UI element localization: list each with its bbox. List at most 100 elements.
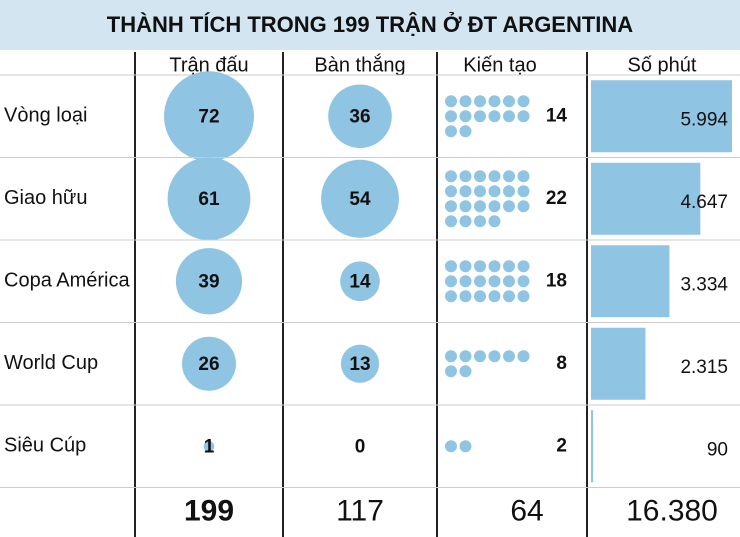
bubble-value: 26 [198,354,219,375]
assists-value: 2 [556,435,567,456]
total-minutes: 16.380 [626,494,718,527]
assist-dots [445,170,530,228]
assist-dot [474,350,486,363]
assist-dot [503,110,515,123]
assist-dot [488,200,501,213]
minutes-bar [591,162,701,235]
total-matches: 199 [184,494,234,527]
row-label: World Cup [4,352,98,374]
row-label: Vòng loại [4,105,87,127]
assist-dot [474,275,486,288]
title: THÀNH TÍCH TRONG 199 TRẬN Ở ĐT ARGENTINA [107,12,634,37]
assist-dot [488,275,501,288]
assist-dot [503,200,515,213]
assist-dot [474,95,486,108]
assist-dot [517,185,530,198]
bubble-value: 36 [349,106,370,127]
assist-dot [459,200,472,213]
assist-dot [503,275,515,288]
assist-dot [445,170,457,183]
assist-dot [459,170,472,183]
assist-dot [488,110,501,123]
bubble [328,84,392,149]
assist-dot [459,110,472,123]
bubble-value: 39 [198,271,219,292]
minutes-value: 90 [707,439,728,460]
minutes-value: 5.994 [680,109,728,130]
assist-dot [517,110,530,123]
assist-dot [459,440,472,453]
assist-dot [488,215,501,228]
row-label: Giao hữu [4,187,87,209]
assist-dot [503,95,515,108]
assist-dot [517,170,530,183]
assist-dot [488,290,501,303]
assist-dot [445,440,457,453]
assist-dot [517,200,530,213]
assist-dot [459,125,472,138]
assist-dot [445,110,457,123]
assist-dot [517,350,530,363]
minutes-bar [591,410,594,483]
assist-dot [445,215,457,228]
assist-dot [488,185,501,198]
minutes-bar [591,327,646,400]
assist-dot [503,350,515,363]
assist-dot [488,95,501,108]
bubble [340,344,380,383]
minutes-value: 2.315 [680,357,728,378]
assist-dot [459,260,472,273]
assist-dot [503,260,515,273]
bubble-value: 1 [204,436,215,457]
column-dividers [134,52,588,537]
assist-dot [517,95,530,108]
bubble [175,248,243,315]
assist-dot [459,350,472,363]
assists-value: 14 [546,105,568,126]
assist-dot [474,215,486,228]
assist-dot [459,365,472,378]
assist-dot [445,290,457,303]
assist-dot [474,290,486,303]
minutes-value: 3.334 [680,274,728,295]
assist-dot [474,185,486,198]
bubble-value: 14 [349,271,371,292]
minutes-bar [591,80,732,153]
assist-dot [488,170,501,183]
bubble [167,157,251,241]
assist-dot [488,260,501,273]
assist-dots [445,260,530,303]
assist-dot [459,185,472,198]
assist-dot [503,290,515,303]
bubble [340,261,380,302]
assist-dot [459,95,472,108]
bubble [164,71,254,162]
assist-dot [474,200,486,213]
assist-dot [445,275,457,288]
assist-dots [445,95,530,138]
assist-dot [445,95,457,108]
total-goals: 117 [336,494,384,527]
assist-dot [474,170,486,183]
assist-dot [459,290,472,303]
assists-value: 18 [546,270,567,291]
assists-value: 8 [556,353,567,374]
assist-dot [445,200,457,213]
assist-dot [503,170,515,183]
assist-dot [503,185,515,198]
column-header: Số phút [628,54,697,76]
assist-dot [445,365,457,378]
bubble [181,336,237,391]
assist-dot [474,110,486,123]
bubble-value: 54 [349,189,371,210]
column-header: Bàn thắng [314,53,405,76]
bubble-value: 61 [198,189,220,210]
title-bar [0,0,740,50]
assist-dot [517,275,530,288]
assist-dot [517,260,530,273]
total-assists: 64 [510,494,543,527]
assist-dot [488,350,501,363]
assist-dot [445,260,457,273]
assist-dot [445,185,457,198]
